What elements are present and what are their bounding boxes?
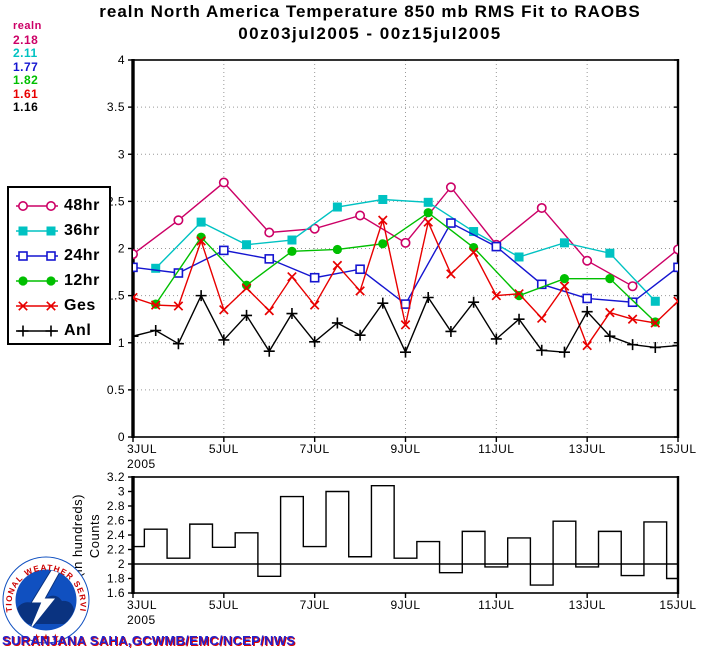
svg-text:11JUL: 11JUL <box>478 442 514 456</box>
svg-text:1.5: 1.5 <box>107 289 125 303</box>
stats-panel: realn 2.18 2.11 1.77 1.82 1.61 1.16 <box>13 20 42 115</box>
svg-text:13JUL: 13JUL <box>569 442 606 456</box>
series-48hr <box>133 177 678 292</box>
legend-marker-plus-icon <box>16 325 58 336</box>
legend-item-12hr: 12hr <box>9 268 109 293</box>
svg-text:2005: 2005 <box>127 457 156 471</box>
svg-text:2: 2 <box>118 557 125 571</box>
svg-text:0.5: 0.5 <box>107 383 125 397</box>
stat-value: 1.61 <box>13 86 39 101</box>
svg-text:1.6: 1.6 <box>107 586 125 600</box>
chart-title: realn North America Temperature 850 mb R… <box>99 2 641 21</box>
svg-text:2.8: 2.8 <box>107 499 125 513</box>
main-gridlines <box>133 60 678 437</box>
svg-text:2.2: 2.2 <box>107 543 125 557</box>
credit-text: SURANJANA SAHA,GCWMB/EMC/NCEP/NWS <box>2 633 296 648</box>
legend-label: 24hr <box>64 246 100 264</box>
svg-text:15JUL: 15JUL <box>659 598 696 612</box>
stat-value: 2.18 <box>13 32 39 47</box>
svg-text:3JUL: 3JUL <box>127 598 157 612</box>
legend-marker-square-open-icon <box>16 250 58 261</box>
svg-text:7JUL: 7JUL <box>300 442 330 456</box>
lightning-bolt-icon <box>27 570 62 630</box>
svg-text:11JUL: 11JUL <box>478 598 514 612</box>
logo-art <box>16 570 75 630</box>
svg-text:3.5: 3.5 <box>107 100 125 114</box>
svg-text:4: 4 <box>118 53 125 67</box>
legend-item-48hr: 48hr <box>9 193 109 218</box>
legend-marker-x-icon <box>16 300 58 311</box>
svg-text:5JUL: 5JUL <box>209 598 239 612</box>
legend-marker-circle-filled-icon <box>16 275 58 286</box>
legend-label: 48hr <box>64 196 100 214</box>
svg-text:5JUL: 5JUL <box>209 442 239 456</box>
svg-text:9JUL: 9JUL <box>390 598 420 612</box>
counts-series <box>133 485 678 586</box>
svg-text:1: 1 <box>118 336 125 350</box>
svg-text:15JUL: 15JUL <box>659 442 696 456</box>
svg-text:3: 3 <box>118 485 125 499</box>
svg-text:0: 0 <box>118 430 125 444</box>
stat-value: 1.77 <box>13 59 39 74</box>
svg-text:2005: 2005 <box>127 613 156 627</box>
legend-label: 12hr <box>64 271 100 289</box>
logo-stars: ★ ★ ★ <box>33 633 60 642</box>
svg-text:7JUL: 7JUL <box>300 598 330 612</box>
legend-item-24hr: 24hr <box>9 243 109 268</box>
svg-text:2.5: 2.5 <box>107 194 125 208</box>
svg-text:3JUL: 3JUL <box>127 442 157 456</box>
svg-text:2: 2 <box>118 242 125 256</box>
svg-text:2.4: 2.4 <box>107 528 125 542</box>
svg-text:1.8: 1.8 <box>107 572 125 586</box>
svg-text:2.6: 2.6 <box>107 514 125 528</box>
legend-label: Ges <box>64 296 96 314</box>
title-block: realn North America Temperature 850 mb R… <box>90 2 650 44</box>
series-24hr <box>133 218 678 309</box>
stat-value: 1.16 <box>13 100 39 114</box>
stat-value: 2.11 <box>13 46 38 60</box>
chart-subtitle: 00z03jul2005 - 00z15jul2005 <box>238 24 502 43</box>
legend-label: Anl <box>64 321 92 339</box>
legend-item-36hr: 36hr <box>9 218 109 243</box>
legend-marker-square-filled-icon <box>16 226 58 235</box>
stats-title: realn <box>13 20 42 32</box>
nws-logo: NATIONAL WEATHER SERVICE ★ ★ ★ <box>2 556 90 644</box>
legend-label: 36hr <box>64 221 100 239</box>
svg-text:3.2: 3.2 <box>107 470 125 484</box>
legend-marker-circle-open-icon <box>16 200 58 211</box>
svg-text:13JUL: 13JUL <box>569 598 606 612</box>
stat-value: 1.82 <box>13 73 39 87</box>
svg-text:3: 3 <box>118 147 125 161</box>
stats-list: 2.18 2.11 1.77 1.82 1.61 1.16 <box>13 32 42 115</box>
series-Ges <box>133 215 678 351</box>
series-Anl <box>133 290 678 358</box>
svg-text:9JUL: 9JUL <box>390 442 420 456</box>
series-36hr <box>151 194 660 306</box>
legend-item-Anl: Anl <box>9 318 109 343</box>
legend-box: 48hr 36hr 24hr 12hr Ges Anl <box>7 186 111 345</box>
legend-item-Ges: Ges <box>9 293 109 318</box>
